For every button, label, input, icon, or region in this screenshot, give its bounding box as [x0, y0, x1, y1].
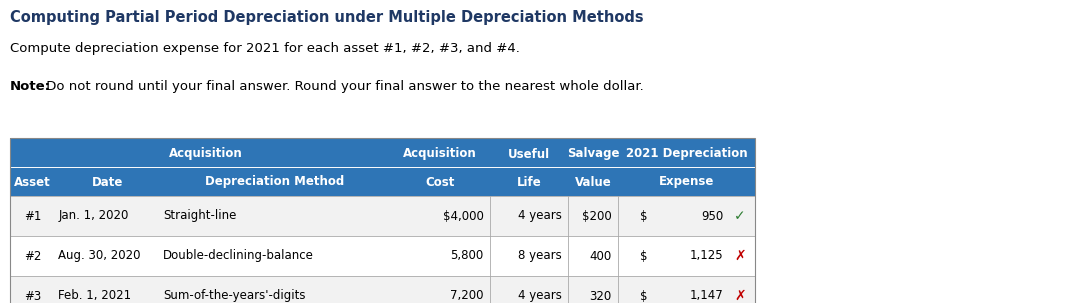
Text: Value: Value: [575, 175, 611, 188]
Text: 4 years: 4 years: [518, 209, 562, 222]
Text: Jan. 1, 2020: Jan. 1, 2020: [58, 209, 129, 222]
Text: 8 years: 8 years: [518, 249, 562, 262]
Text: Cost: Cost: [426, 175, 455, 188]
Text: Acquisition: Acquisition: [168, 148, 242, 161]
Text: #3: #3: [24, 289, 41, 302]
Text: $4,000: $4,000: [443, 209, 483, 222]
Bar: [10, 196, 755, 236]
Bar: [10, 138, 755, 303]
Text: 5,800: 5,800: [450, 249, 483, 262]
Text: Salvage: Salvage: [567, 148, 620, 161]
Text: Life: Life: [517, 175, 541, 188]
Text: 1,125: 1,125: [690, 249, 724, 262]
Text: 320: 320: [590, 289, 611, 302]
Text: 4 years: 4 years: [518, 289, 562, 302]
Text: Sum-of-the-years'-digits: Sum-of-the-years'-digits: [163, 289, 306, 302]
Text: #2: #2: [24, 249, 41, 262]
Text: Expense: Expense: [659, 175, 714, 188]
Text: Feb. 1, 2021: Feb. 1, 2021: [58, 289, 132, 302]
Text: Asset: Asset: [14, 175, 50, 188]
Text: Computing Partial Period Depreciation under Multiple Depreciation Methods: Computing Partial Period Depreciation un…: [10, 10, 643, 25]
Text: ✗: ✗: [734, 249, 746, 263]
Text: Depreciation Method: Depreciation Method: [206, 175, 344, 188]
Text: $: $: [640, 209, 647, 222]
Text: $200: $200: [582, 209, 611, 222]
Text: Acquisition: Acquisition: [403, 148, 477, 161]
Text: 2021 Depreciation: 2021 Depreciation: [626, 148, 747, 161]
Text: ✗: ✗: [734, 289, 746, 303]
Text: Do not round until your final answer. Round your final answer to the nearest who: Do not round until your final answer. Ro…: [42, 80, 644, 93]
Text: Useful: Useful: [508, 148, 550, 161]
Text: 950: 950: [701, 209, 724, 222]
Text: 400: 400: [590, 249, 611, 262]
Text: Date: Date: [92, 175, 123, 188]
Text: Straight-line: Straight-line: [163, 209, 237, 222]
Bar: [10, 236, 755, 276]
Text: Aug. 30, 2020: Aug. 30, 2020: [58, 249, 140, 262]
Bar: [10, 276, 755, 303]
Text: $: $: [640, 289, 647, 302]
Text: $: $: [640, 249, 647, 262]
Text: Note:: Note:: [10, 80, 51, 93]
Text: ✓: ✓: [734, 209, 746, 223]
Bar: [10, 138, 755, 196]
Text: 7,200: 7,200: [450, 289, 483, 302]
Text: Double-declining-balance: Double-declining-balance: [163, 249, 314, 262]
Text: #1: #1: [24, 209, 41, 222]
Text: Compute depreciation expense for 2021 for each asset #1, #2, #3, and #4.: Compute depreciation expense for 2021 fo…: [10, 42, 520, 55]
Text: 1,147: 1,147: [689, 289, 724, 302]
